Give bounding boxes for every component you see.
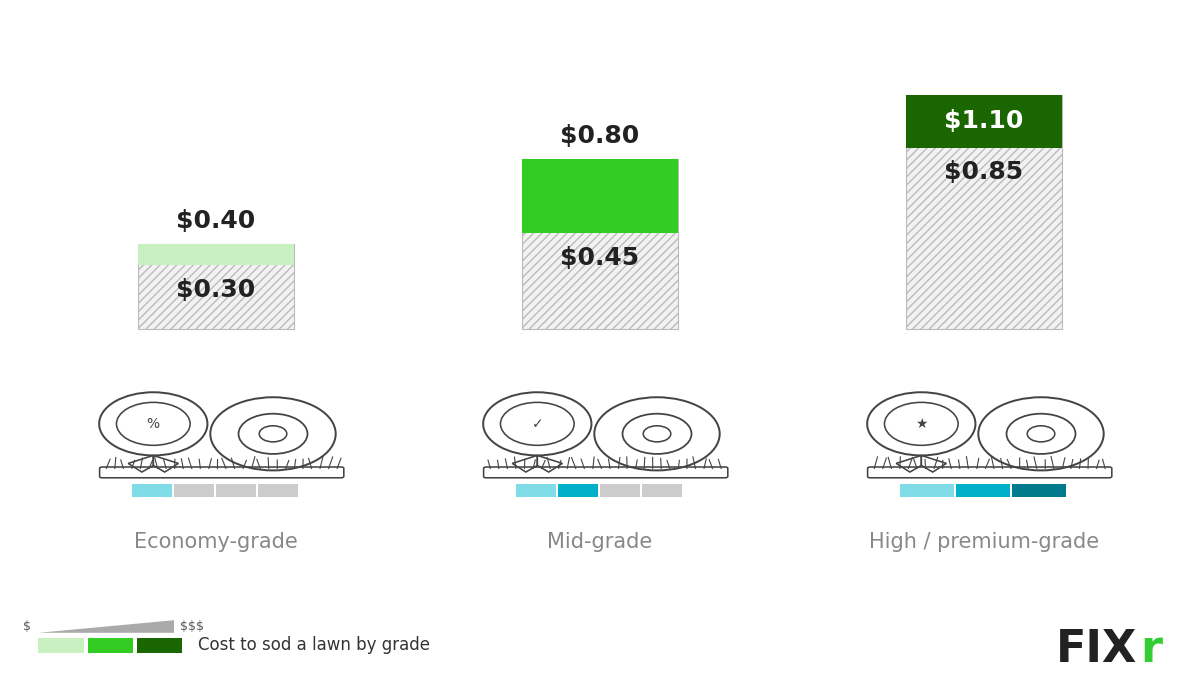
Text: ✓: ✓ <box>532 416 544 430</box>
FancyBboxPatch shape <box>137 638 182 653</box>
FancyBboxPatch shape <box>558 484 598 497</box>
FancyBboxPatch shape <box>868 467 1111 478</box>
Text: r: r <box>1140 628 1162 671</box>
FancyBboxPatch shape <box>484 467 728 478</box>
Text: $0.85: $0.85 <box>944 160 1024 184</box>
FancyBboxPatch shape <box>138 244 294 329</box>
FancyBboxPatch shape <box>522 159 678 329</box>
FancyBboxPatch shape <box>100 467 343 478</box>
FancyBboxPatch shape <box>174 484 214 497</box>
FancyBboxPatch shape <box>600 484 640 497</box>
Text: $1.10: $1.10 <box>944 109 1024 133</box>
FancyBboxPatch shape <box>900 484 954 497</box>
FancyBboxPatch shape <box>516 484 556 497</box>
Text: $$$: $$$ <box>180 620 204 633</box>
Text: Cost to sod a lawn by grade: Cost to sod a lawn by grade <box>198 636 430 655</box>
FancyBboxPatch shape <box>642 484 682 497</box>
Polygon shape <box>38 620 174 633</box>
Text: $0.45: $0.45 <box>560 246 640 270</box>
Text: FIX: FIX <box>1056 628 1138 671</box>
FancyBboxPatch shape <box>132 484 172 497</box>
Text: $: $ <box>23 620 31 633</box>
FancyBboxPatch shape <box>906 94 1062 329</box>
Text: Economy-grade: Economy-grade <box>134 533 298 552</box>
FancyBboxPatch shape <box>956 484 1009 497</box>
FancyBboxPatch shape <box>216 484 256 497</box>
Text: High / premium-grade: High / premium-grade <box>869 533 1099 552</box>
FancyBboxPatch shape <box>522 159 678 233</box>
FancyBboxPatch shape <box>88 638 133 653</box>
FancyBboxPatch shape <box>258 484 298 497</box>
Text: %: % <box>146 416 160 430</box>
Text: $0.30: $0.30 <box>176 278 256 302</box>
FancyBboxPatch shape <box>1012 484 1066 497</box>
Text: Mid-grade: Mid-grade <box>547 533 653 552</box>
FancyBboxPatch shape <box>906 94 1062 148</box>
FancyBboxPatch shape <box>38 638 84 653</box>
FancyBboxPatch shape <box>138 244 294 265</box>
Text: $0.40: $0.40 <box>176 209 256 233</box>
Text: $0.80: $0.80 <box>560 124 640 148</box>
Text: ★: ★ <box>916 416 928 430</box>
